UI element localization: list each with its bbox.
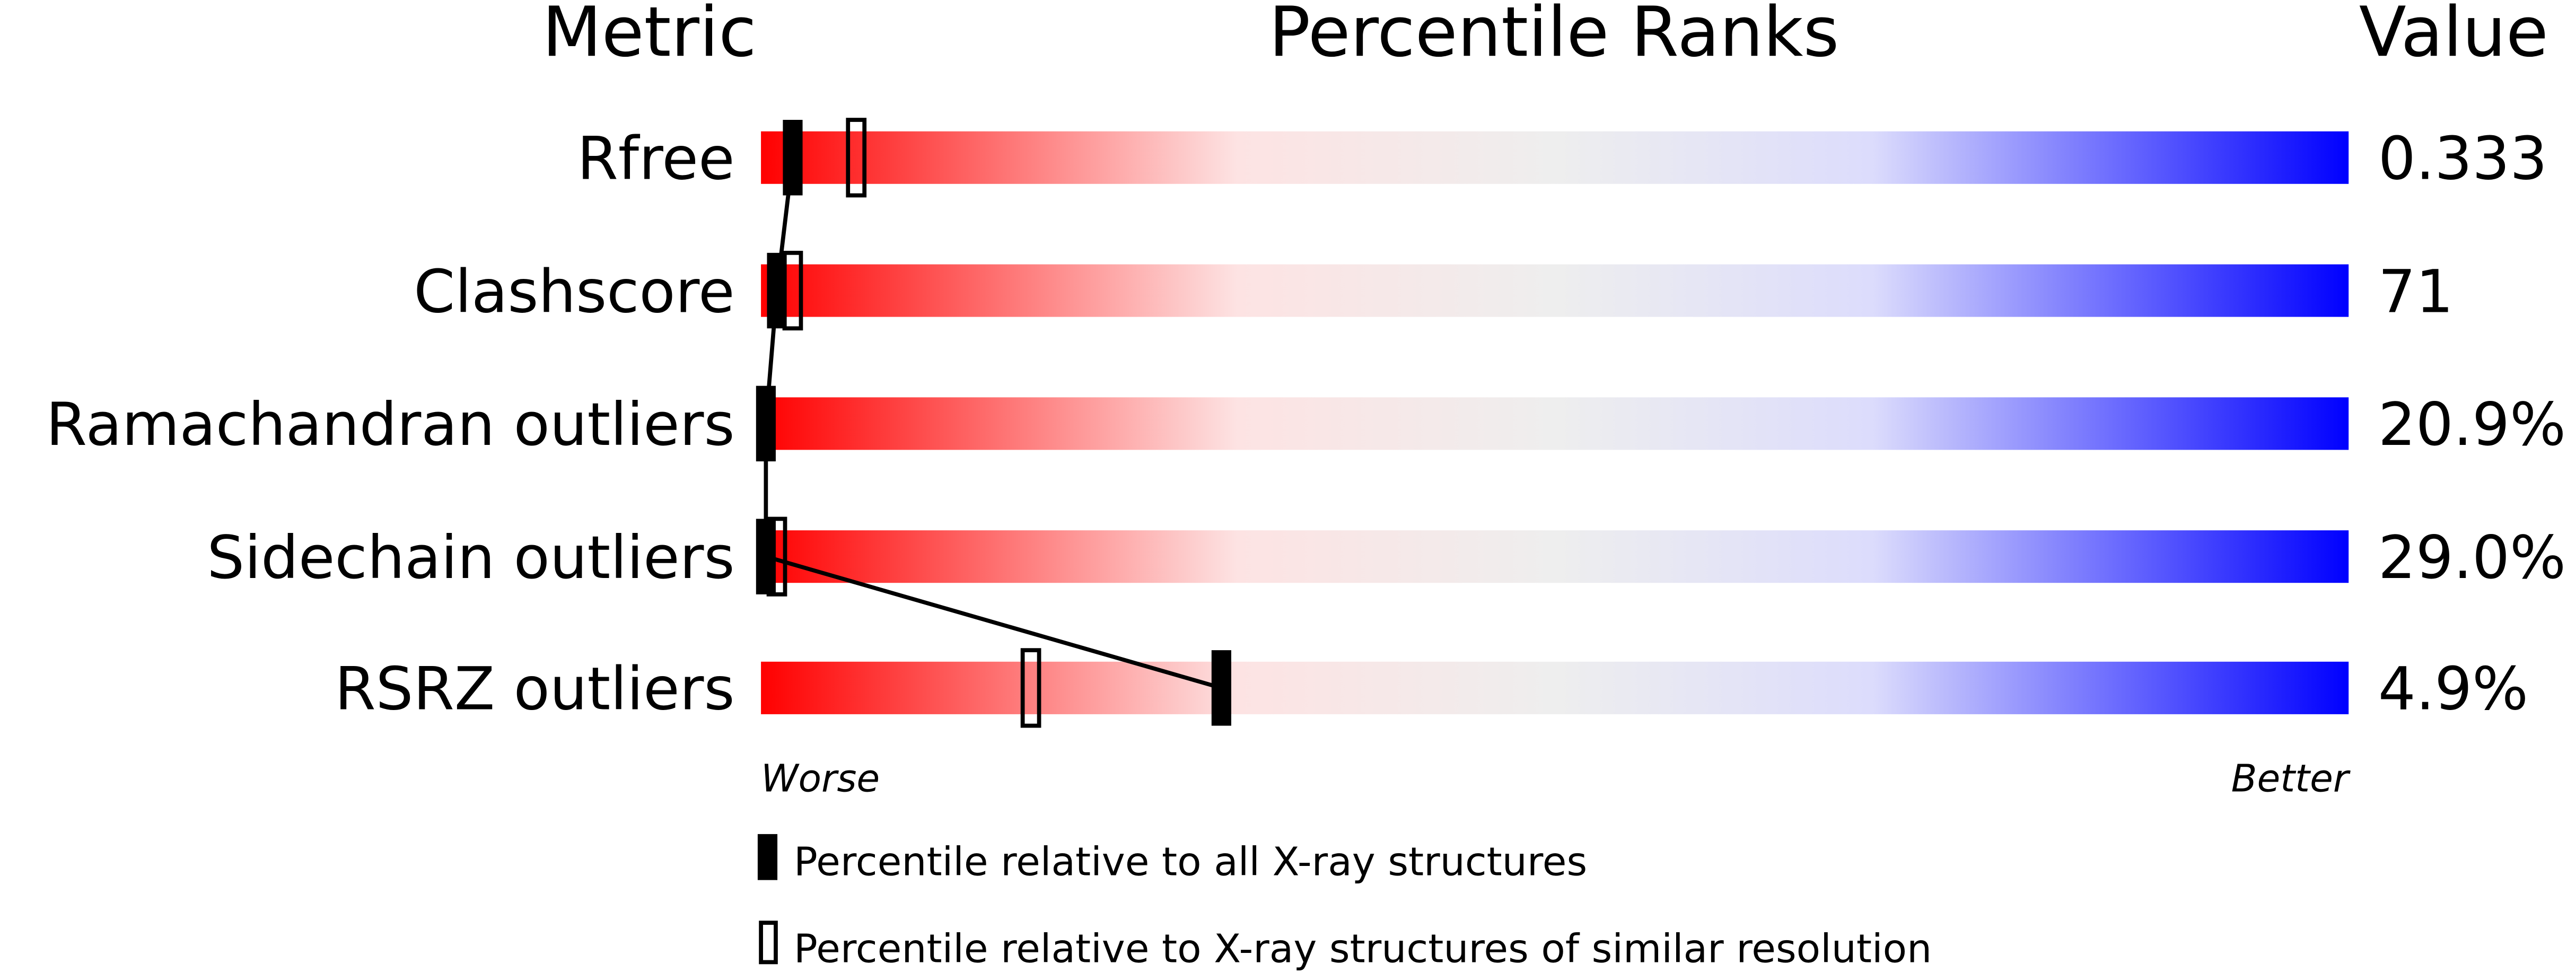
- header-metric: Metric: [542, 0, 756, 72]
- axis-worse-label: Worse: [761, 756, 880, 800]
- metric-label: RSRZ outliers: [335, 655, 734, 724]
- all-structures-marker: [767, 252, 787, 329]
- percentile-bar: [761, 264, 2349, 317]
- similar-resolution-marker: [846, 118, 867, 198]
- metric-label: Sidechain outliers: [207, 524, 734, 592]
- legend-filled-marker: [757, 834, 778, 880]
- metric-label: Ramachandran outliers: [46, 391, 735, 459]
- all-structures-marker: [756, 519, 776, 594]
- axis-better-label: Better: [2231, 756, 2351, 800]
- percentile-bar: [761, 661, 2349, 714]
- legend-open-marker: [759, 921, 778, 965]
- legend-similar-label: Percentile relative to X-ray structures …: [794, 925, 1932, 971]
- metric-value: 29.0%: [2378, 524, 2566, 592]
- percentile-bar: [761, 530, 2349, 583]
- all-structures-marker: [1211, 650, 1231, 726]
- header-value: Value: [2359, 0, 2548, 72]
- metric-label: Clashscore: [414, 258, 734, 326]
- metric-value: 20.9%: [2378, 391, 2566, 459]
- percentile-bar: [761, 131, 2349, 184]
- legend-all-label: Percentile relative to all X-ray structu…: [794, 838, 1587, 885]
- metric-label: Rfree: [577, 125, 734, 193]
- metric-value: 71: [2378, 258, 2454, 326]
- all-structures-marker: [756, 386, 776, 462]
- metric-value: 4.9%: [2378, 655, 2528, 724]
- header-percentile-ranks: Percentile Ranks: [1269, 0, 1839, 72]
- all-structures-marker: [783, 120, 803, 196]
- metric-value: 0.333: [2378, 125, 2547, 193]
- similar-resolution-marker: [1020, 648, 1041, 728]
- percentile-bar: [761, 397, 2349, 450]
